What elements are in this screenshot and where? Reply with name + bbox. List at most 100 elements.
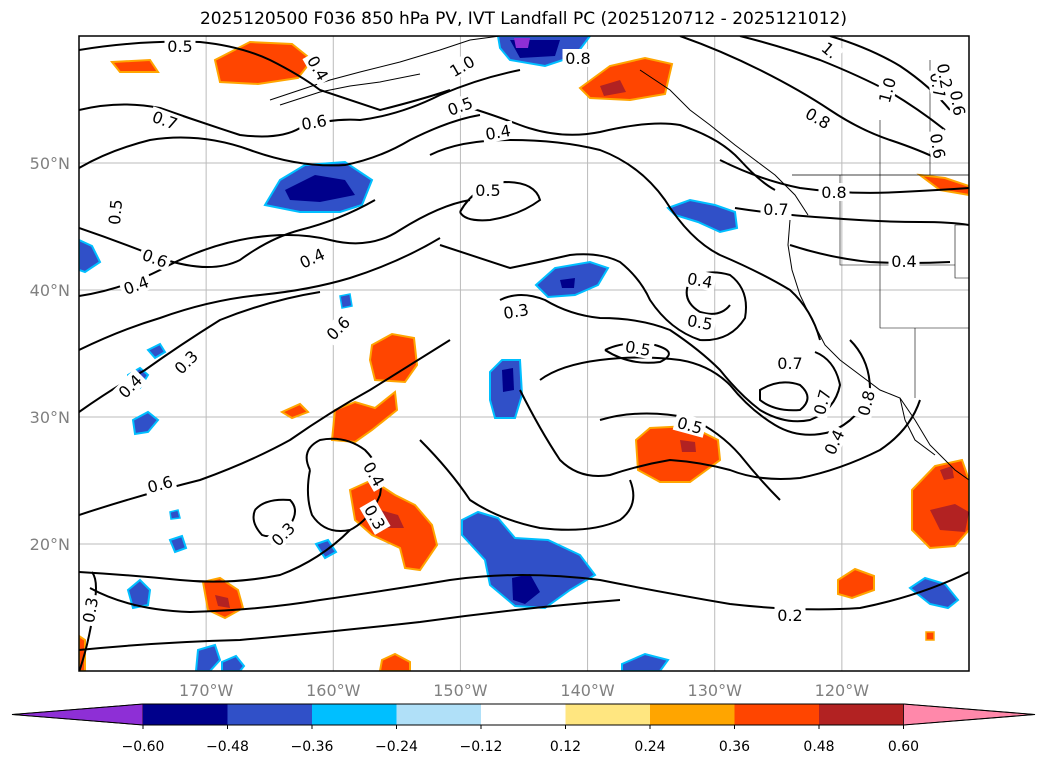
latitude-label: 30°N — [30, 408, 70, 427]
colorbar-tick-label: 0.12 — [550, 739, 581, 755]
contour-label-text: 0.2 — [933, 62, 956, 90]
contour-line — [305, 437, 382, 532]
contour-label-bg — [472, 181, 504, 199]
contour-label-bg — [320, 310, 356, 346]
longitude-label: 170°W — [179, 681, 234, 700]
contour-label-text: 0.2 — [777, 606, 802, 625]
coastlines — [269, 36, 969, 481]
contour-line — [79, 237, 441, 351]
contour-label-text: 0.5 — [167, 37, 192, 56]
colorbar-segment — [565, 704, 650, 725]
latitude-label: 40°N — [30, 281, 70, 300]
contour-line — [439, 244, 747, 342]
contour-label-bg — [760, 200, 792, 218]
pv-negative-area — [194, 643, 222, 671]
contour-label: 0.4 — [888, 252, 920, 271]
colorbar-max-extension — [903, 703, 1036, 726]
contour-line — [759, 381, 809, 412]
contour-label-bg — [819, 424, 849, 460]
contour-line — [79, 199, 376, 268]
contour-label-bg — [137, 244, 173, 272]
contour-label-bg — [946, 86, 969, 120]
contour-label: 0.6 — [926, 129, 950, 163]
contour-label: 0.7 — [774, 354, 806, 373]
contour-label-text: 0.8 — [565, 49, 590, 68]
contour-label-bg — [297, 110, 331, 134]
contour-label-bg — [294, 243, 330, 273]
contour-label: 0.3 — [499, 299, 533, 323]
contour-line — [449, 101, 776, 191]
contour-label-bg — [168, 344, 204, 380]
pv-negative-area — [461, 510, 597, 610]
contour-label-bg — [562, 49, 594, 67]
pv-positive-area — [110, 58, 160, 73]
contour-label: 0.8 — [818, 183, 850, 202]
contour-line — [89, 571, 969, 614]
pv-positive-area — [279, 402, 310, 420]
pv-positive-area — [213, 40, 314, 86]
pv-strong-negative — [285, 175, 355, 202]
contour-label-bg — [926, 129, 950, 163]
contour-label: 0.5 — [683, 310, 717, 334]
contour-line — [79, 114, 481, 169]
pv-extreme-negative — [514, 38, 530, 48]
contour-label-bg — [874, 72, 900, 108]
contour-label: 0.5 — [472, 181, 504, 200]
contour-label: 0.2 — [933, 59, 957, 93]
contour-label-bg — [359, 499, 391, 535]
contour-line — [499, 294, 842, 423]
contour-label-bg — [888, 252, 920, 270]
contour-line — [79, 599, 621, 651]
contour-label: 0.2 — [774, 606, 806, 625]
longitude-label: 140°W — [560, 681, 615, 700]
contour-label-bg — [118, 271, 154, 299]
pv-positive-area — [368, 332, 419, 384]
contour-line — [599, 412, 781, 501]
contour-label-bg — [683, 268, 717, 292]
longitude-label: 120°W — [815, 681, 870, 700]
contour-label: 0.5 — [104, 195, 126, 229]
contour-label: 0.5 — [621, 336, 655, 360]
contour-label-bg — [672, 412, 708, 438]
pv-negative-area — [666, 198, 739, 234]
colorbar-tick-label: 0.36 — [719, 739, 750, 755]
contour-label: 0.6 — [946, 86, 969, 120]
latitude-label: 20°N — [30, 535, 70, 554]
pv-positive-area — [837, 567, 875, 600]
pv-positive-area — [330, 390, 399, 444]
contour-label-text: 0.4 — [484, 121, 512, 144]
contour-label: 0.4 — [481, 120, 515, 144]
colorbar-tick-label: −0.60 — [122, 739, 165, 755]
pv-strong-positive — [680, 440, 696, 452]
pv-positive-area — [634, 424, 722, 483]
alaska-coastline — [269, 36, 501, 101]
contour-label-bg — [104, 195, 126, 229]
colorbar-min-extension — [11, 703, 144, 726]
colorbar-tick-label: −0.36 — [291, 739, 334, 755]
alaska-peninsula — [279, 73, 421, 106]
colorbar-tick-label: −0.24 — [375, 739, 418, 755]
contour-label-text: 0.5 — [475, 181, 500, 200]
contour-label-bg — [621, 336, 655, 360]
contour-line — [519, 389, 921, 480]
baja-coastline — [899, 397, 936, 456]
colorbar-segment — [312, 704, 397, 725]
colorbar-segment — [396, 704, 481, 725]
latitude-labels: 20°N 30°N 40°N 50°N — [30, 154, 70, 554]
contour-label-bg — [147, 106, 183, 134]
pv-negative-area — [339, 293, 353, 309]
map-title: 2025120500 F036 850 hPa PV, IVT Landfall… — [199, 9, 847, 29]
contour-line — [79, 199, 471, 297]
contour-label: 0.8 — [562, 49, 594, 68]
contour-label-text: 0.4 — [686, 269, 714, 292]
pv-negative-area — [169, 509, 181, 520]
pv-strong-positive — [940, 466, 954, 480]
contour-label-text: 0.8 — [821, 183, 846, 202]
bc-coastline — [639, 69, 809, 216]
contour-line — [679, 36, 941, 161]
contour-label-text: 0.3 — [79, 596, 102, 624]
pv-negative-area — [79, 238, 102, 274]
contour-label-bg — [499, 299, 533, 323]
pv-strong-negative — [512, 574, 540, 604]
contour-label-bg — [815, 36, 845, 64]
